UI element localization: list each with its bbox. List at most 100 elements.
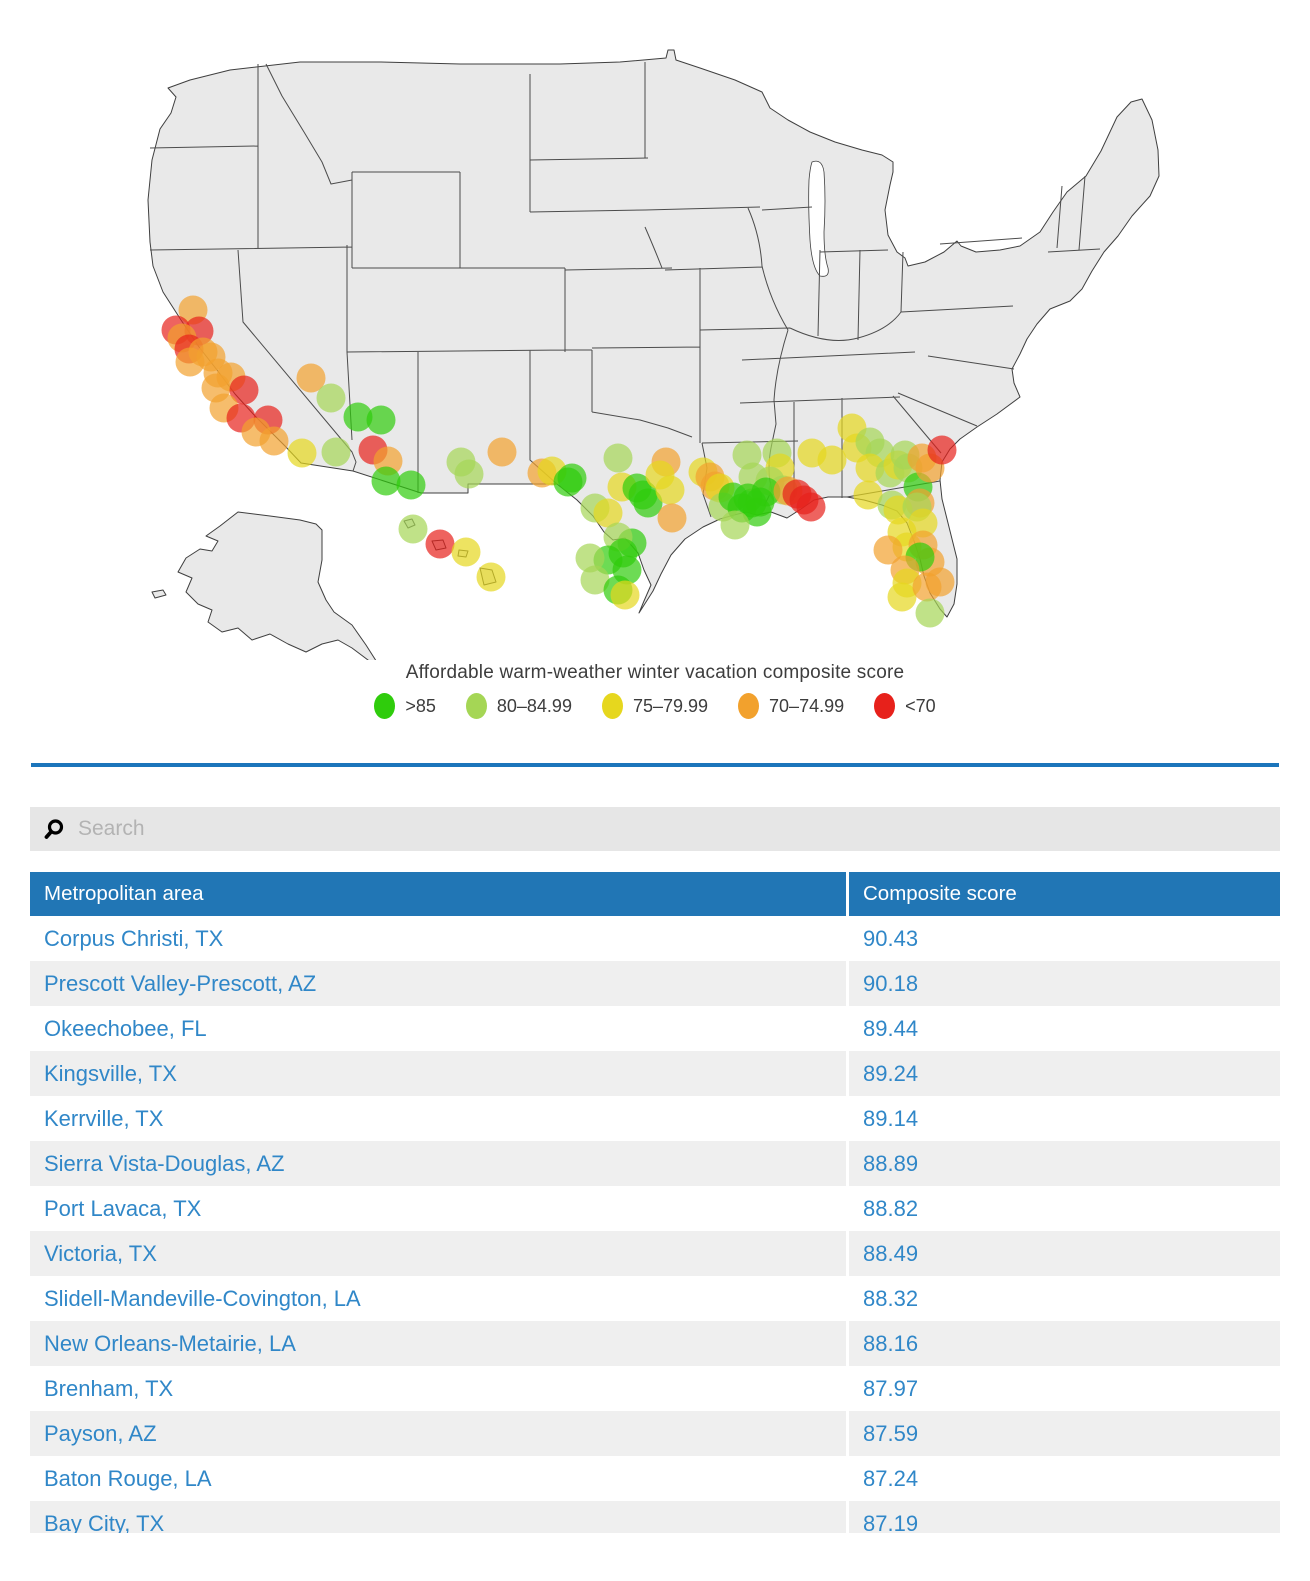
map-point[interactable] xyxy=(425,529,455,559)
legend-swatch xyxy=(738,693,760,719)
table-row[interactable]: Sierra Vista-Douglas, AZ 88.89 xyxy=(30,1141,1280,1186)
legend-item: 70–74.99 xyxy=(738,693,844,719)
metro-area-cell[interactable]: Brenham, TX xyxy=(44,1375,174,1401)
metro-area-cell[interactable]: Kingsville, TX xyxy=(30,1051,848,1096)
map-point[interactable] xyxy=(887,582,917,612)
metro-area-cell[interactable]: Corpus Christi, TX xyxy=(44,925,224,951)
map-point[interactable] xyxy=(454,459,484,489)
composite-score-cell: 87.59 xyxy=(846,1411,1280,1456)
composite-score-cell: 90.43 xyxy=(846,916,1280,961)
composite-score-cell: 88.32 xyxy=(846,1276,1280,1321)
metro-area-cell[interactable]: Bay City, TX xyxy=(30,1501,848,1533)
table-row[interactable]: Port Lavaca, TX 88.82 xyxy=(30,1186,1280,1231)
search-bar[interactable] xyxy=(30,807,1280,851)
composite-score-cell: 89.44 xyxy=(846,1006,1280,1051)
map-point[interactable] xyxy=(371,466,401,496)
composite-score-cell: 89.24 xyxy=(846,1051,1280,1096)
lake-michigan xyxy=(808,160,829,277)
composite-score-cell: 87.97 xyxy=(846,1366,1280,1411)
metro-area-cell[interactable]: Kerrville, TX xyxy=(44,1105,164,1131)
map-point[interactable] xyxy=(259,426,289,456)
composite-score-cell: 89.14 xyxy=(846,1096,1280,1141)
metro-area-cell[interactable]: Port Lavaca, TX xyxy=(44,1195,202,1221)
section-divider xyxy=(31,763,1279,767)
map-point[interactable] xyxy=(817,445,847,475)
composite-score-cell: 88.89 xyxy=(846,1141,1280,1186)
map-point[interactable] xyxy=(873,535,903,565)
table-row[interactable]: Slidell-Mandeville-Covington, LA 88.32 xyxy=(30,1276,1280,1321)
map-point[interactable] xyxy=(633,488,663,518)
metro-area-cell[interactable]: Sierra Vista-Douglas, AZ xyxy=(30,1141,848,1186)
map-point[interactable] xyxy=(398,514,428,544)
map-point[interactable] xyxy=(487,437,517,467)
map-point[interactable] xyxy=(476,562,506,592)
map-point[interactable] xyxy=(927,435,957,465)
composite-score-cell: 88.16 xyxy=(846,1321,1280,1366)
map-point[interactable] xyxy=(366,405,396,435)
legend-title: Affordable warm-weather winter vacation … xyxy=(405,662,905,683)
metro-area-cell[interactable]: New Orleans-Metairie, LA xyxy=(30,1321,848,1366)
map-point[interactable] xyxy=(610,580,640,610)
map-point[interactable] xyxy=(593,498,623,528)
table-row[interactable]: Bay City, TX 87.19 xyxy=(30,1501,1280,1533)
metro-area-cell[interactable]: Victoria, TX xyxy=(30,1231,848,1276)
map-point[interactable] xyxy=(296,363,326,393)
table-row[interactable]: New Orleans-Metairie, LA 88.16 xyxy=(30,1321,1280,1366)
table-row[interactable]: Kingsville, TX 89.24 xyxy=(30,1051,1280,1096)
map-point[interactable] xyxy=(229,375,259,405)
map-point[interactable] xyxy=(175,347,205,377)
table-row[interactable]: Corpus Christi, TX 90.43 xyxy=(30,916,1280,961)
metro-area-cell[interactable]: Prescott Valley-Prescott, AZ xyxy=(30,961,848,1006)
map-point[interactable] xyxy=(316,383,346,413)
map-point[interactable] xyxy=(655,475,685,505)
table-row[interactable]: Payson, AZ 87.59 xyxy=(30,1411,1280,1456)
table-header-row: Metropolitan area Composite score xyxy=(30,872,1280,916)
composite-score-cell: 87.24 xyxy=(846,1456,1280,1501)
map-point[interactable] xyxy=(287,438,317,468)
legend-label: <70 xyxy=(905,695,936,716)
metro-area-cell[interactable]: Slidell-Mandeville-Covington, LA xyxy=(44,1285,361,1311)
map-point[interactable] xyxy=(732,440,762,470)
map-point[interactable] xyxy=(657,503,687,533)
map-point[interactable] xyxy=(603,443,633,473)
legend-label: 80–84.99 xyxy=(496,695,572,716)
map-point[interactable] xyxy=(321,437,351,467)
table-row[interactable]: Prescott Valley-Prescott, AZ 90.18 xyxy=(30,961,1280,1006)
map-point[interactable] xyxy=(915,598,945,628)
map-point[interactable] xyxy=(575,543,605,573)
search-input[interactable] xyxy=(76,816,1267,842)
legend-swatch xyxy=(601,693,623,719)
column-header-metro-area[interactable]: Metropolitan area xyxy=(30,872,848,916)
map-point[interactable] xyxy=(580,565,610,595)
map-section: Affordable warm-weather winter vacation … xyxy=(0,0,1310,719)
metro-area-cell[interactable]: Baton Rouge, LA xyxy=(44,1465,212,1491)
map-point[interactable] xyxy=(853,480,883,510)
map-point[interactable] xyxy=(796,492,826,522)
table-row[interactable]: Okeechobee, FL 89.44 xyxy=(30,1006,1280,1051)
table-wrapper: Metropolitan area Composite score Corpus… xyxy=(30,872,1280,1533)
table-row[interactable]: Baton Rouge, LA 87.24 xyxy=(30,1456,1280,1501)
column-header-composite-score[interactable]: Composite score xyxy=(846,872,1280,916)
legend-swatch xyxy=(874,693,896,719)
metro-area-cell[interactable]: Payson, AZ xyxy=(30,1411,848,1456)
table-row[interactable]: Kerrville, TX 89.14 xyxy=(30,1096,1280,1141)
map-point[interactable] xyxy=(751,477,781,507)
legend-items: >85 80–84.99 75–79.99 70–74.99 <70 xyxy=(0,693,1310,719)
map-point[interactable] xyxy=(912,572,942,602)
map-point[interactable] xyxy=(720,510,750,540)
map-point[interactable] xyxy=(557,463,587,493)
legend-label: 70–74.99 xyxy=(769,695,845,716)
metro-area-cell[interactable]: Okeechobee, FL xyxy=(44,1015,207,1041)
table-row[interactable]: Brenham, TX 87.97 xyxy=(30,1366,1280,1411)
map-point[interactable] xyxy=(451,537,481,567)
legend-label: 75–79.99 xyxy=(632,695,709,716)
composite-score-cell: 88.82 xyxy=(846,1186,1280,1231)
map-point[interactable] xyxy=(396,470,426,500)
alaska-outline xyxy=(177,511,377,660)
map-point[interactable] xyxy=(343,402,373,432)
map-points xyxy=(161,295,957,628)
composite-score-cell: 90.18 xyxy=(846,961,1280,1006)
table-row[interactable]: Victoria, TX 88.49 xyxy=(30,1231,1280,1276)
composite-score-cell: 88.49 xyxy=(846,1231,1280,1276)
aleutian-island xyxy=(151,589,167,599)
